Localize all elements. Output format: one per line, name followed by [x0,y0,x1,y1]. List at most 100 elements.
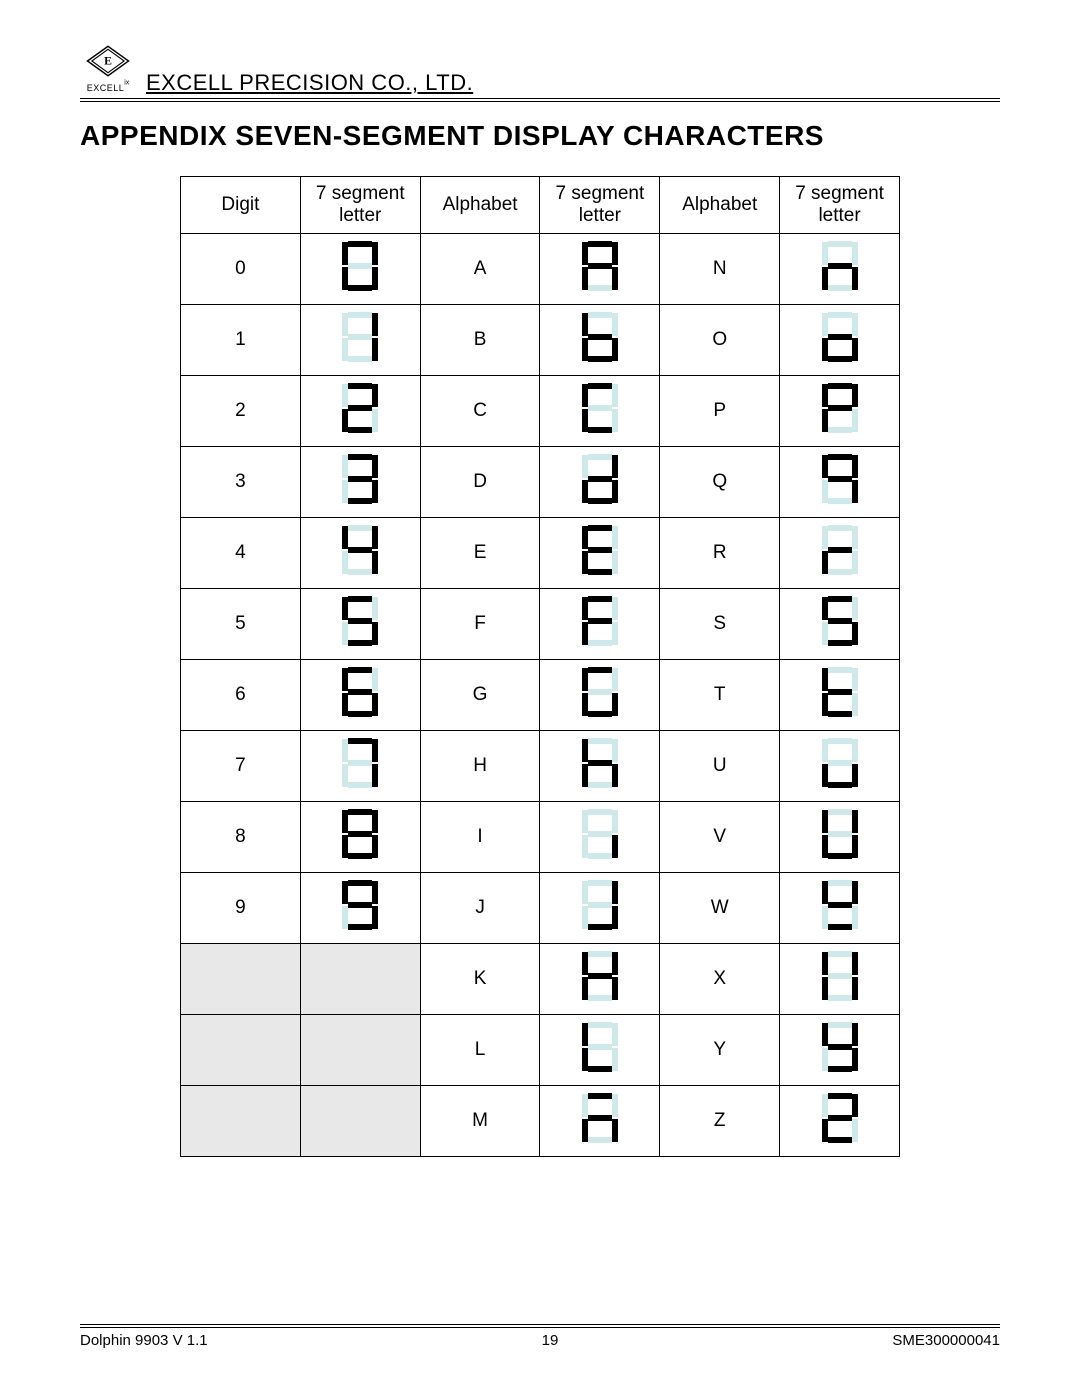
digit-cell: 7 [181,730,301,801]
col-7seg-3: 7 segmentletter [780,177,900,234]
seg-cell [540,517,660,588]
seg-cell [300,659,420,730]
company-logo: E EXCELLix [80,40,136,96]
alpha-cell: F [420,588,540,659]
digit-cell: 4 [181,517,301,588]
seg-cell [780,517,900,588]
seg-cell [780,943,900,1014]
seg-cell [540,1085,660,1156]
digit-cell: 3 [181,446,301,517]
alpha-cell: Y [660,1014,780,1085]
alpha-cell: E [420,517,540,588]
alpha-cell: I [420,801,540,872]
alpha-cell: N [660,233,780,304]
seg-cell [780,1014,900,1085]
col-7seg-1: 7 segmentletter [300,177,420,234]
svg-text:E: E [104,55,112,68]
alpha-cell: Z [660,1085,780,1156]
seg-cell [540,233,660,304]
digit-cell [181,1085,301,1156]
page-title: APPENDIX SEVEN-SEGMENT DISPLAY CHARACTER… [80,120,1000,152]
seg-cell [300,517,420,588]
alpha-cell: M [420,1085,540,1156]
col-alphabet-2: Alphabet [660,177,780,234]
table-row: KX [181,943,900,1014]
digit-cell: 8 [181,801,301,872]
digit-cell: 5 [181,588,301,659]
seg-cell [300,872,420,943]
alpha-cell: C [420,375,540,446]
seven-segment-table: Digit 7 segmentletter Alphabet 7 segment… [180,176,900,1157]
seg-cell [780,233,900,304]
col-alphabet-1: Alphabet [420,177,540,234]
alpha-cell: R [660,517,780,588]
seg-cell [540,659,660,730]
footer-right: SME300000041 [892,1332,1000,1349]
table-row: 3 D Q [181,446,900,517]
table-row: 8 I V [181,801,900,872]
seg-cell [780,659,900,730]
seg-cell [780,1085,900,1156]
seg-cell [540,943,660,1014]
digit-cell: 1 [181,304,301,375]
footer-left: Dolphin 9903 V 1.1 [80,1332,208,1349]
alpha-cell: P [660,375,780,446]
alpha-cell: W [660,872,780,943]
seg-cell [780,730,900,801]
table-row: 1 B O [181,304,900,375]
table-row: 0 A N [181,233,900,304]
seg-cell [540,446,660,517]
page-footer: Dolphin 9903 V 1.1 19 SME300000041 [80,1324,1000,1349]
seg-cell [300,375,420,446]
table-row: MZ [181,1085,900,1156]
alpha-cell: O [660,304,780,375]
col-7seg-2: 7 segmentletter [540,177,660,234]
alpha-cell: G [420,659,540,730]
alpha-cell: H [420,730,540,801]
seg-cell [540,872,660,943]
seg-cell [300,943,420,1014]
seg-cell [540,304,660,375]
seg-cell [300,588,420,659]
alpha-cell: V [660,801,780,872]
header: E EXCELLix EXCELL PRECISION CO., LTD. [80,40,1000,102]
seg-cell [300,233,420,304]
seg-cell [540,730,660,801]
seg-cell [540,801,660,872]
seg-cell [540,588,660,659]
alpha-cell: X [660,943,780,1014]
seg-cell [300,446,420,517]
alpha-cell: J [420,872,540,943]
alpha-cell: Q [660,446,780,517]
table-row: 4 E R [181,517,900,588]
alpha-cell: T [660,659,780,730]
company-name: EXCELL PRECISION CO., LTD. [146,70,473,96]
alpha-cell: L [420,1014,540,1085]
seg-cell [780,375,900,446]
logo-text: EXCELLix [87,78,130,96]
table-row: LY [181,1014,900,1085]
seg-cell [780,588,900,659]
alpha-cell: B [420,304,540,375]
seg-cell [780,801,900,872]
alpha-cell: A [420,233,540,304]
seg-cell [300,1014,420,1085]
table-row: 2CP [181,375,900,446]
alpha-cell: D [420,446,540,517]
alpha-cell: S [660,588,780,659]
table-row: 7HU [181,730,900,801]
digit-cell: 0 [181,233,301,304]
footer-page-number: 19 [542,1332,559,1349]
seg-cell [780,872,900,943]
seg-cell [300,730,420,801]
digit-cell [181,943,301,1014]
seg-cell [540,375,660,446]
seg-cell [780,446,900,517]
logo-icon: E [86,44,130,78]
seg-cell [780,304,900,375]
table-row: 6GT [181,659,900,730]
seg-cell [300,304,420,375]
digit-cell [181,1014,301,1085]
col-digit: Digit [181,177,301,234]
table-header-row: Digit 7 segmentletter Alphabet 7 segment… [181,177,900,234]
